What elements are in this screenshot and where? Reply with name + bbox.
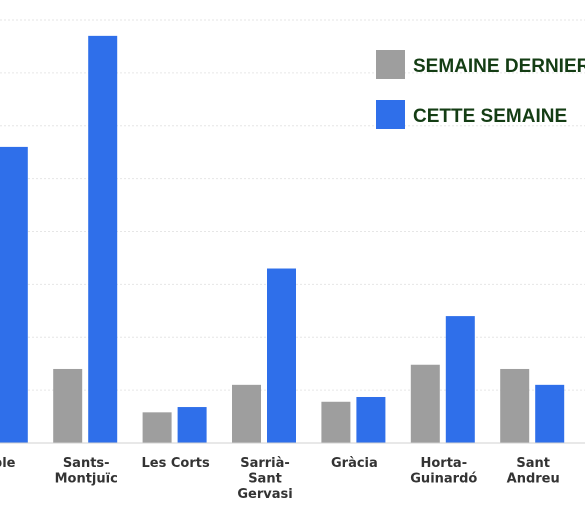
bar-this-week (356, 396, 386, 443)
bar-this-week (0, 146, 28, 443)
bar-this-week (445, 316, 475, 443)
bar-last-week (53, 368, 83, 443)
legend: SEMAINE DERNIER CETTE SEMAINE (376, 50, 585, 129)
x-tick-label: Les Corts (141, 456, 209, 471)
bar-last-week (410, 364, 440, 443)
bar-this-week (88, 35, 118, 444)
x-tick-label: Sants- (63, 456, 110, 471)
bar-last-week (321, 401, 351, 443)
x-tick-label: Gràcia (331, 456, 378, 471)
x-tick-label: Sarrià- (240, 456, 290, 471)
x-tick-label: Horta- (420, 456, 467, 471)
legend-swatch (376, 50, 405, 79)
bar-last-week (142, 412, 172, 443)
bar-this-week (535, 384, 565, 443)
x-tick-label: Sant (516, 456, 550, 471)
x-tick-label: Guinardó (410, 472, 477, 487)
bar-this-week (267, 268, 296, 443)
legend-label: CETTE SEMAINE (413, 106, 567, 127)
x-tick-label: ...ple (0, 456, 16, 471)
x-tick-label: Sant (248, 472, 282, 487)
bar-last-week (500, 368, 530, 443)
legend-label: SEMAINE DERNIER (413, 56, 585, 77)
legend-swatch (376, 100, 405, 129)
x-tick-label: Andreu (507, 472, 560, 487)
bar-this-week (177, 407, 207, 443)
bars (0, 35, 565, 444)
x-tick-label: Gervasi (237, 487, 292, 502)
x-tick-label: Montjuïc (55, 472, 118, 487)
bar-last-week (232, 384, 261, 443)
